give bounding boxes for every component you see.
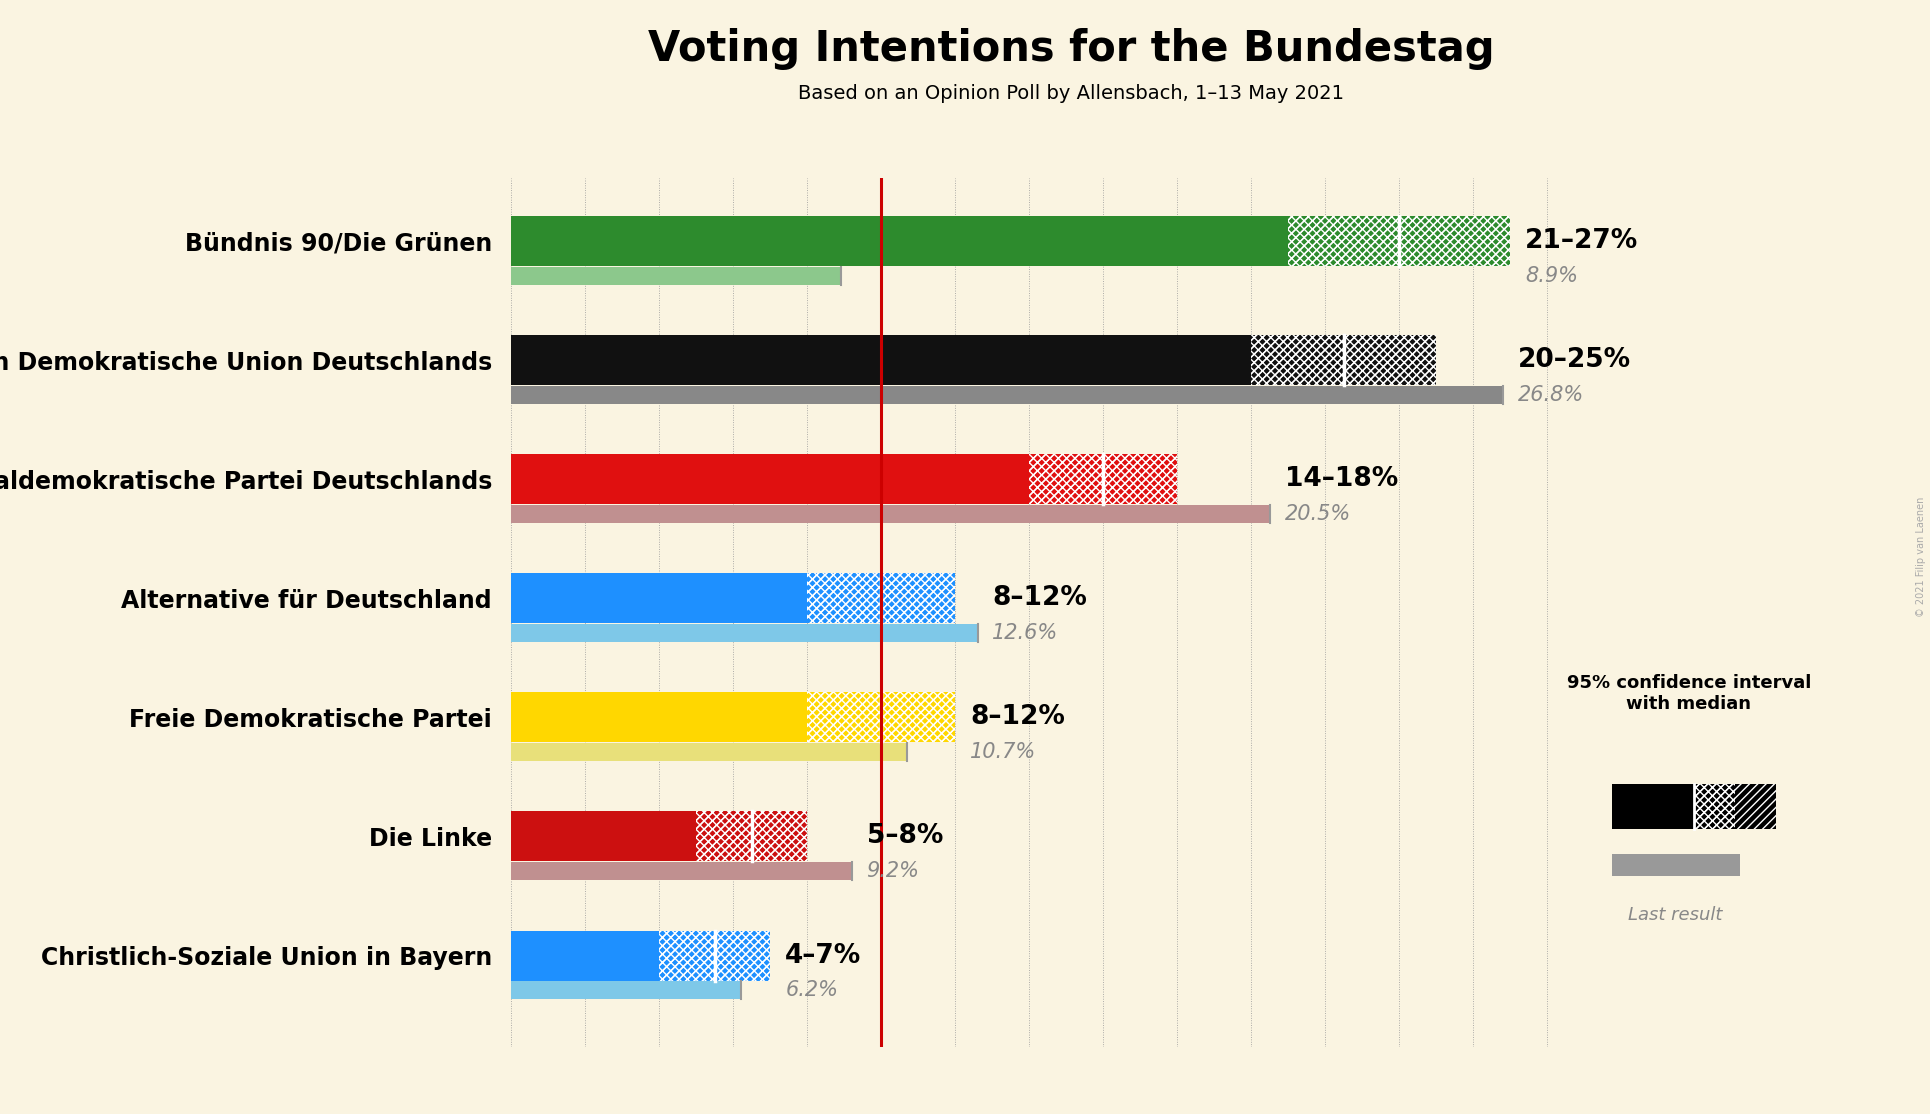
Bar: [511, 862, 851, 880]
Bar: [1251, 335, 1436, 385]
Bar: [511, 385, 1503, 403]
Text: 21–27%: 21–27%: [1525, 228, 1639, 254]
Text: 8–12%: 8–12%: [971, 704, 1065, 731]
Bar: [511, 267, 841, 285]
Text: 9.2%: 9.2%: [867, 861, 919, 881]
Bar: [1289, 216, 1511, 266]
Bar: [511, 505, 1270, 522]
Bar: [1612, 784, 1693, 829]
Text: 20–25%: 20–25%: [1517, 348, 1631, 373]
Text: 20.5%: 20.5%: [1285, 504, 1351, 524]
Bar: [1251, 335, 1436, 385]
Text: 6.2%: 6.2%: [786, 980, 838, 1000]
Text: 95% confidence interval
with median: 95% confidence interval with median: [1567, 674, 1810, 713]
Bar: [1251, 335, 1436, 385]
Bar: [511, 693, 807, 742]
Text: 10.7%: 10.7%: [971, 742, 1036, 762]
Bar: [1693, 784, 1735, 829]
Bar: [1693, 784, 1735, 829]
Bar: [511, 216, 1289, 266]
Bar: [697, 811, 807, 861]
Bar: [807, 574, 955, 624]
Text: Based on an Opinion Poll by Allensbach, 1–13 May 2021: Based on an Opinion Poll by Allensbach, …: [799, 84, 1343, 102]
Bar: [660, 930, 770, 980]
Text: Voting Intentions for the Bundestag: Voting Intentions for the Bundestag: [648, 28, 1494, 70]
Text: 12.6%: 12.6%: [992, 623, 1058, 643]
Text: 4–7%: 4–7%: [786, 942, 861, 968]
Text: © 2021 Filip van Laenen: © 2021 Filip van Laenen: [1916, 497, 1926, 617]
Bar: [807, 693, 955, 742]
Bar: [1029, 455, 1177, 505]
Bar: [660, 930, 770, 980]
Bar: [697, 811, 807, 861]
Bar: [1029, 455, 1177, 505]
Text: 5–8%: 5–8%: [867, 823, 944, 850]
Bar: [807, 574, 955, 624]
Bar: [511, 335, 1251, 385]
Bar: [1612, 853, 1739, 876]
Bar: [511, 624, 979, 642]
Bar: [807, 574, 955, 624]
Bar: [511, 981, 741, 999]
Bar: [511, 574, 807, 624]
Bar: [511, 930, 660, 980]
Bar: [807, 693, 955, 742]
Text: 8.9%: 8.9%: [1525, 266, 1579, 286]
Bar: [511, 811, 697, 861]
Text: 14–18%: 14–18%: [1285, 467, 1397, 492]
Text: 8–12%: 8–12%: [992, 586, 1087, 612]
Bar: [1289, 216, 1511, 266]
Bar: [660, 930, 770, 980]
Bar: [1735, 784, 1776, 829]
Bar: [1289, 216, 1511, 266]
Bar: [1029, 455, 1177, 505]
Text: Last result: Last result: [1629, 906, 1723, 924]
Bar: [807, 693, 955, 742]
Bar: [511, 743, 907, 761]
Text: 26.8%: 26.8%: [1517, 384, 1585, 404]
Bar: [697, 811, 807, 861]
Bar: [511, 455, 1029, 505]
